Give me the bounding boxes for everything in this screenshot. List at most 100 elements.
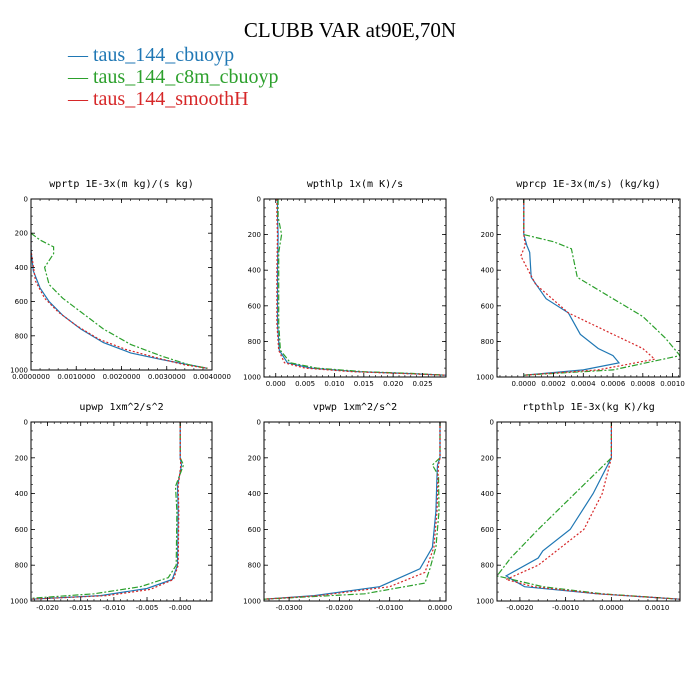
panel-title: wprtp 1E-3x(m kg)/(s kg) bbox=[49, 179, 194, 190]
series-line bbox=[276, 199, 446, 376]
y-tick-label: 1000 bbox=[243, 598, 261, 606]
x-tick-label: 0.0010000 bbox=[57, 373, 95, 381]
y-tick-label: 1000 bbox=[10, 598, 28, 606]
legend-entry: — taus_144_smoothH bbox=[68, 88, 279, 110]
panel-title: rtpthlp 1E-3x(kg K)/kg bbox=[522, 402, 654, 413]
x-tick-label: 0.0030000 bbox=[148, 373, 186, 381]
y-tick-label: 800 bbox=[481, 338, 494, 346]
y-tick-label: 600 bbox=[481, 526, 494, 534]
x-tick-label: 0.025 bbox=[412, 380, 432, 388]
panel-2: wpthlp 1x(m K)/s 0 200 400 600 800 1000 0.000 0.… bbox=[243, 179, 447, 388]
y-tick-label: 1000 bbox=[10, 367, 28, 375]
legend: — taus_144_cbuoyp — taus_144_c8m_cbuoyp … bbox=[68, 44, 279, 110]
series-line bbox=[277, 199, 446, 376]
y-tick-label: 0 bbox=[24, 196, 28, 204]
series-line bbox=[520, 199, 657, 376]
panel-5: vpwp 1xm^2/s^2 0 200 400 600 800 1000 -0.0300 -0… bbox=[243, 402, 452, 612]
legend-entry: — taus_144_cbuoyp bbox=[68, 44, 279, 66]
panel-title: wpthlp 1x(m K)/s bbox=[307, 179, 403, 190]
x-tick-label: -0.020 bbox=[36, 604, 59, 612]
plot-frame bbox=[496, 198, 681, 378]
x-tick-label: -0.015 bbox=[69, 604, 92, 612]
y-tick-label: 200 bbox=[248, 231, 261, 239]
y-tick-label: 600 bbox=[248, 302, 261, 310]
x-tick-label: 0.0006 bbox=[601, 380, 626, 388]
x-tick-label: -0.0010 bbox=[552, 604, 579, 612]
y-tick-label: 600 bbox=[15, 526, 28, 534]
series-line bbox=[31, 422, 183, 600]
y-tick-label: 1000 bbox=[243, 374, 261, 382]
panel-3: wprcp 1E-3x(m/s) (kg/kg) 0 200 400 600 800 100… bbox=[476, 179, 685, 388]
panel-title: upwp 1xm^2/s^2 bbox=[79, 402, 163, 413]
legend-label: taus_144_smoothH bbox=[93, 88, 249, 110]
series-group bbox=[276, 199, 446, 376]
x-tick-label: -0.000 bbox=[169, 604, 192, 612]
y-tick-label: 200 bbox=[248, 454, 261, 462]
y-tick-label: 400 bbox=[15, 490, 28, 498]
legend-label: taus_144_cbuoyp bbox=[93, 44, 235, 66]
legend-label: taus_144_c8m_cbuoyp bbox=[93, 66, 279, 88]
y-tick-label: 0 bbox=[490, 196, 494, 204]
x-tick-label: -0.0020 bbox=[506, 604, 533, 612]
x-tick-label: -0.0200 bbox=[326, 604, 353, 612]
series-group bbox=[520, 199, 680, 376]
x-tick-label: -0.010 bbox=[103, 604, 126, 612]
legend-marker: — bbox=[68, 88, 88, 110]
plot-frame bbox=[30, 421, 213, 602]
series-line bbox=[504, 422, 680, 600]
series-line bbox=[523, 199, 680, 376]
panel-1: wprtp 1E-3x(m kg)/(s kg) 0 200 400 600 800 100… bbox=[10, 179, 231, 381]
series-group bbox=[264, 422, 441, 600]
series-line bbox=[264, 422, 441, 600]
legend-marker: — bbox=[68, 44, 88, 66]
panel-title: wprcp 1E-3x(m/s) (kg/kg) bbox=[516, 179, 661, 190]
x-tick-label: 0.0000 bbox=[512, 380, 537, 388]
y-tick-label: 200 bbox=[15, 230, 28, 238]
x-tick-label: -0.0300 bbox=[276, 604, 303, 612]
x-tick-label: 0.0010 bbox=[645, 604, 670, 612]
y-tick-label: 200 bbox=[481, 231, 494, 239]
y-tick-label: 800 bbox=[248, 562, 261, 570]
x-tick-label: -0.005 bbox=[136, 604, 159, 612]
y-tick-label: 800 bbox=[481, 562, 494, 570]
y-tick-label: 400 bbox=[248, 490, 261, 498]
series-group bbox=[31, 422, 185, 600]
x-tick-label: -0.0100 bbox=[376, 604, 403, 612]
x-tick-label: 0.020 bbox=[383, 380, 403, 388]
x-tick-label: 0.0000000 bbox=[12, 373, 50, 381]
x-tick-label: 0.0008 bbox=[631, 380, 656, 388]
legend-marker: — bbox=[68, 66, 88, 88]
y-tick-label: 0 bbox=[24, 419, 28, 427]
plot-frame bbox=[496, 421, 681, 602]
x-tick-label: 0.010 bbox=[324, 380, 344, 388]
series-line bbox=[264, 422, 441, 600]
x-tick-label: 0.0000 bbox=[599, 604, 624, 612]
y-tick-label: 800 bbox=[15, 332, 28, 340]
y-tick-label: 400 bbox=[248, 267, 261, 275]
plot-frame bbox=[263, 421, 447, 602]
y-tick-label: 0 bbox=[257, 196, 261, 204]
series-line bbox=[31, 232, 208, 369]
plot-frame bbox=[263, 198, 447, 378]
series-line bbox=[264, 422, 441, 600]
y-tick-label: 400 bbox=[481, 267, 494, 275]
x-tick-label: 0.005 bbox=[295, 380, 315, 388]
plot-frame bbox=[30, 198, 213, 371]
y-tick-label: 600 bbox=[248, 526, 261, 534]
panel-6: rtpthlp 1E-3x(kg K)/kg 0 200 400 600 800 1000 -… bbox=[476, 402, 681, 612]
figure-title: CLUBB VAR at90E,70N bbox=[243, 18, 457, 42]
y-tick-label: 0 bbox=[490, 419, 494, 427]
series-line bbox=[276, 199, 446, 376]
y-tick-label: 600 bbox=[481, 302, 494, 310]
series-group bbox=[497, 422, 680, 600]
y-tick-label: 400 bbox=[481, 490, 494, 498]
series-line bbox=[31, 233, 208, 369]
series-line bbox=[31, 422, 182, 600]
series-line bbox=[31, 422, 185, 599]
y-tick-label: 600 bbox=[15, 298, 28, 306]
series-line bbox=[504, 422, 680, 600]
series-group bbox=[31, 232, 208, 369]
panel-title: vpwp 1xm^2/s^2 bbox=[313, 402, 397, 413]
panel-4: upwp 1xm^2/s^2 0 200 400 600 800 1000 -0.020 -0.… bbox=[10, 402, 213, 612]
